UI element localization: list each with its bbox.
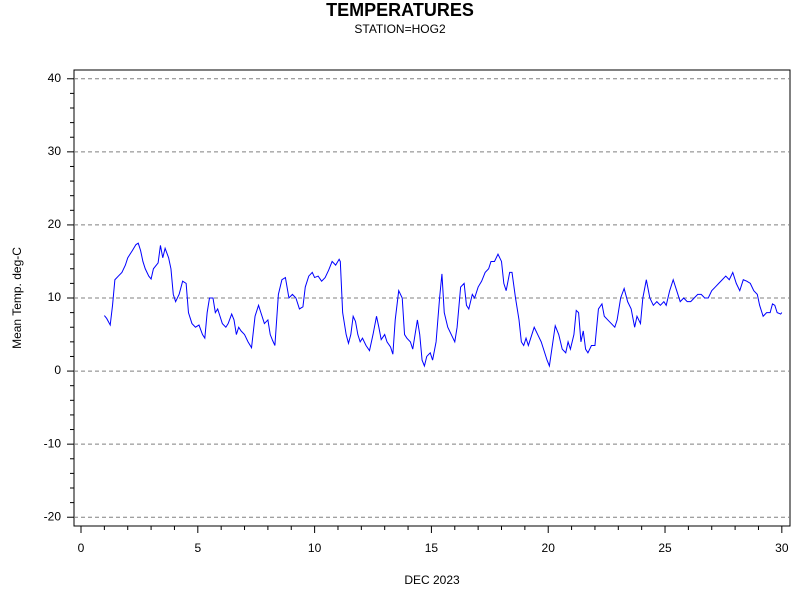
- chart-title: TEMPERATURES: [326, 0, 474, 20]
- x-tick-label: 25: [658, 541, 672, 555]
- y-tick-label: 30: [48, 144, 62, 158]
- y-tick-label: -20: [44, 509, 62, 523]
- y-tick-label: 20: [48, 217, 62, 231]
- x-tick-label: 20: [542, 541, 556, 555]
- y-tick-label: 10: [48, 290, 62, 304]
- y-tick-label: 40: [48, 71, 62, 85]
- data-line: [103, 242, 783, 368]
- x-axis-label: DEC 2023: [404, 573, 460, 587]
- chart-subtitle: STATION=HOG2: [354, 22, 446, 36]
- x-tick-label: 10: [308, 541, 322, 555]
- x-tick-label: 15: [425, 541, 439, 555]
- x-tick-label: 5: [194, 541, 201, 555]
- y-axis-label: Mean Temp. deg-C: [10, 247, 24, 349]
- y-tick-label: 0: [54, 363, 61, 377]
- x-tick-label: 0: [78, 541, 85, 555]
- y-tick-label: -10: [44, 436, 62, 450]
- x-tick-label: 30: [775, 541, 789, 555]
